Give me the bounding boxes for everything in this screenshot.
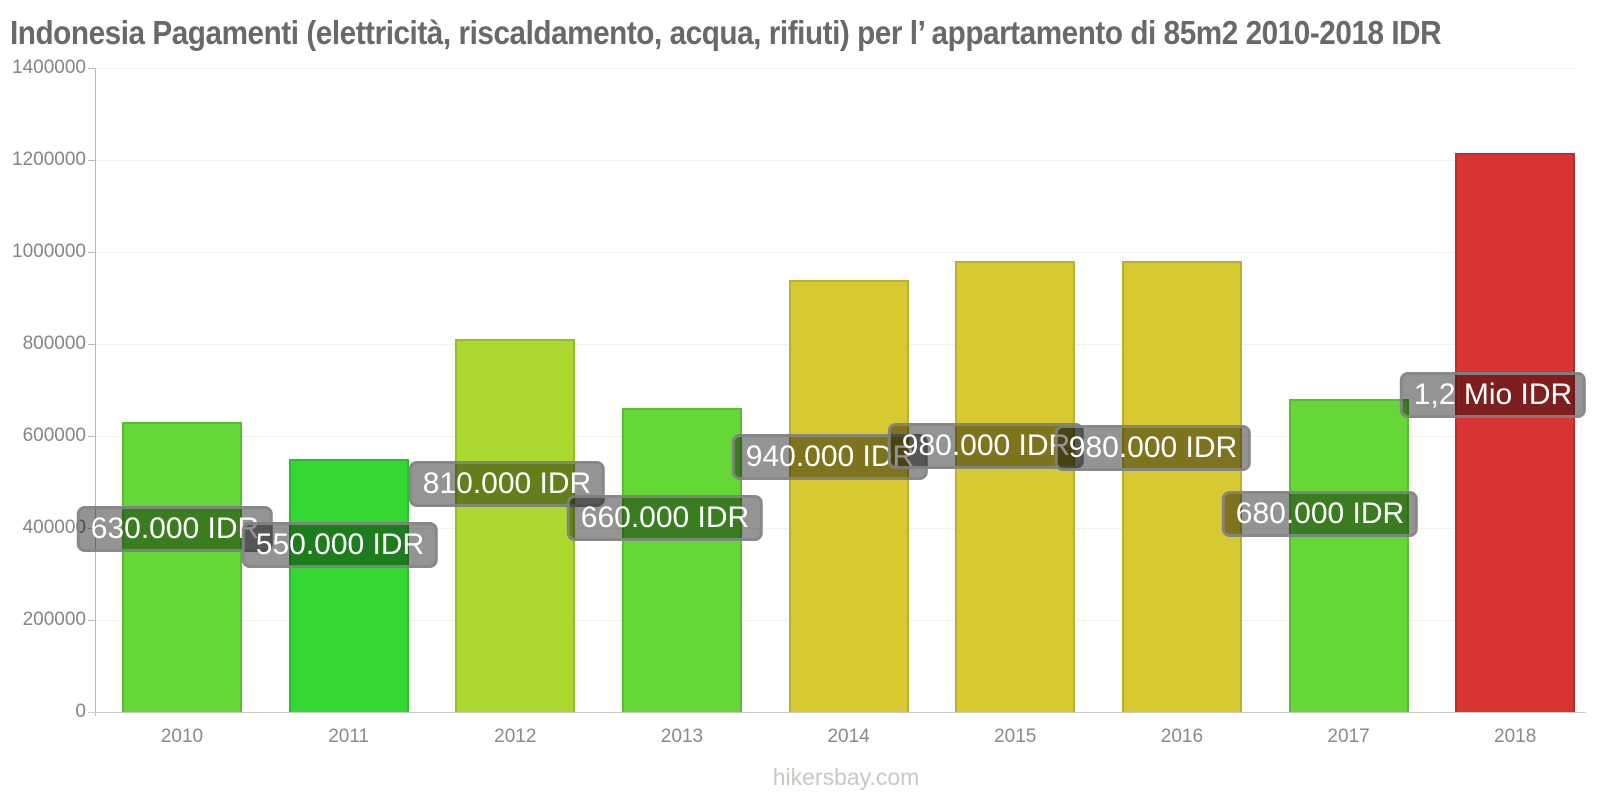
y-tick (88, 344, 95, 345)
y-tick (88, 160, 95, 161)
y-tick-label: 0 (75, 701, 86, 722)
gridline (95, 160, 1575, 161)
y-axis-line (95, 68, 96, 716)
x-tick-label: 2018 (1494, 726, 1537, 747)
bar-value-label: 630.000 IDR (76, 506, 274, 552)
bar-2010[interactable] (122, 422, 242, 712)
y-tick (88, 528, 95, 529)
bar-value-label: 550.000 IDR (241, 522, 439, 568)
x-axis-line (88, 712, 1586, 713)
bar-value-label: 940.000 IDR (731, 434, 929, 480)
y-tick (88, 436, 95, 437)
bar-2015[interactable] (955, 261, 1076, 712)
gridline (95, 252, 1575, 253)
y-tick-label: 800000 (22, 333, 86, 354)
bar-2014[interactable] (788, 279, 909, 712)
x-tick-label: 2012 (494, 726, 537, 747)
y-tick-label: 1000000 (12, 241, 86, 262)
bar-2018[interactable] (1455, 153, 1576, 712)
x-tick-label: 2017 (1327, 726, 1370, 747)
y-tick-label: 1400000 (12, 57, 86, 78)
y-tick-label: 200000 (22, 609, 86, 630)
gridline (95, 68, 1575, 69)
y-tick (88, 68, 95, 69)
x-tick-label: 2016 (1160, 726, 1204, 747)
bar-value-label: 680.000 IDR (1221, 491, 1419, 537)
bar-2017[interactable] (1288, 399, 1409, 712)
bar-value-label: 1,2 Mio IDR (1399, 372, 1587, 418)
y-tick (88, 252, 95, 253)
y-tick-label: 400000 (22, 517, 86, 538)
x-tick-label: 2014 (827, 726, 870, 747)
bar-value-label: 980.000 IDR (1054, 425, 1252, 471)
x-tick-label: 2015 (994, 726, 1037, 747)
y-tick-label: 1200000 (12, 149, 86, 170)
bar-value-label: 980.000 IDR (887, 423, 1085, 469)
x-tick-label: 2010 (160, 726, 204, 747)
y-tick (88, 620, 95, 621)
bar-2012[interactable] (455, 339, 576, 712)
x-tick-label: 2013 (660, 726, 704, 747)
bar-2011[interactable] (288, 459, 409, 712)
bar-value-label: 660.000 IDR (566, 495, 764, 541)
bar-2016[interactable] (1121, 261, 1242, 712)
watermark: hikersbay.com (772, 764, 920, 790)
bar-2013[interactable] (621, 408, 742, 712)
x-tick-label: 2011 (328, 726, 370, 747)
chart-title: Indonesia Pagamenti (elettricità, riscal… (10, 14, 1442, 51)
y-tick-label: 600000 (22, 425, 86, 446)
bar-value-label: 810.000 IDR (408, 461, 606, 507)
